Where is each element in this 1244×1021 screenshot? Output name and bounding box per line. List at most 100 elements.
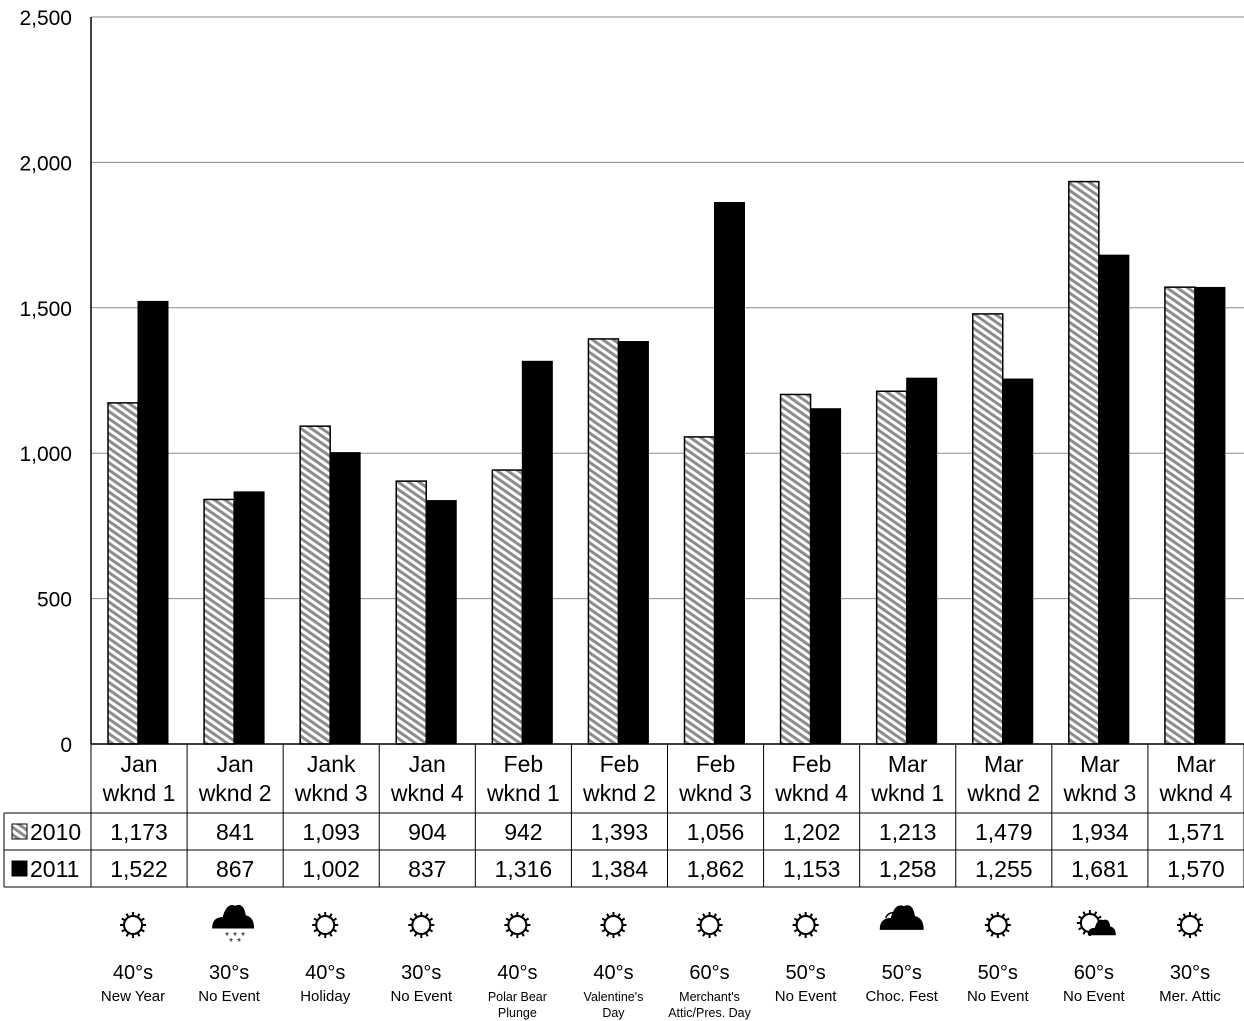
table-cell-2010: 1,056 (687, 819, 745, 845)
category-label: wknd 3 (1062, 780, 1136, 806)
sun-icon (408, 912, 435, 938)
snowflake-icon: * (241, 931, 245, 942)
partly-cloudy-icon (1076, 910, 1116, 936)
sun-icon (120, 912, 147, 938)
category-label: Jan (409, 751, 446, 777)
category-label: wknd 1 (870, 780, 944, 806)
bar-2010 (1068, 180, 1100, 745)
bar-2011 (714, 202, 745, 745)
table-cell-2010: 942 (504, 819, 542, 845)
data-table: Jan wknd 1 1,173 1,522 Jan wknd 2 841 867 Jank wk… (3, 743, 1244, 888)
category-label: wknd 1 (486, 780, 560, 806)
temperature-label: 40°s (593, 962, 633, 984)
bar-2011 (906, 377, 938, 745)
table-cell-2010: 1,213 (879, 819, 937, 845)
sun-icon (312, 912, 339, 938)
bar-2010 (875, 390, 908, 745)
cloudy-icon (879, 905, 924, 930)
event-label: Plunge (498, 1006, 537, 1020)
table-cell-2010: 1,173 (110, 819, 168, 845)
legend-swatch-2011 (11, 860, 28, 877)
event-label: New Year (101, 988, 165, 1005)
snowflake-icon: * (225, 931, 229, 942)
table-cell-2011: 1,384 (591, 856, 649, 882)
table-cell-2011: 867 (216, 856, 254, 882)
event-label: Day (602, 1006, 625, 1020)
event-label: Attic/Pres. Day (668, 1006, 751, 1020)
y-tick-label: 0 (60, 734, 72, 757)
category-label: Mar (1176, 751, 1216, 777)
category-label: Mar (1080, 751, 1120, 777)
table-cell-2011: 1,255 (975, 856, 1033, 882)
temperature-label: 30°s (1170, 962, 1210, 984)
category-label: Jank (307, 751, 356, 777)
temperature-label: 50°s (978, 962, 1018, 984)
category-label: Feb (696, 751, 736, 777)
temperature-label: 30°s (401, 962, 441, 984)
bar-2010 (779, 393, 812, 745)
bar-2011 (1002, 378, 1034, 745)
category-label: wknd 4 (774, 780, 848, 806)
bar-2010 (395, 480, 427, 745)
category-label: Jan (120, 751, 157, 777)
category-label: Feb (504, 751, 544, 777)
event-label: Mer. Attic (1159, 988, 1221, 1005)
snowflake-icon: * (233, 931, 237, 942)
sun-icon (1176, 912, 1203, 938)
table-cell-2010: 841 (216, 819, 254, 845)
temperature-label: 40°s (113, 962, 153, 984)
y-tick-label: 500 (37, 589, 72, 612)
bar-2011 (521, 360, 553, 745)
bar-2010 (972, 313, 1004, 745)
temperature-label: 60°s (1074, 962, 1114, 984)
category-label: wknd 4 (390, 780, 464, 806)
category-label: Mar (984, 751, 1024, 777)
category-label: Feb (792, 751, 832, 777)
table-cell-2011: 1,153 (783, 856, 841, 882)
event-label: No Event (198, 988, 261, 1005)
table-cell-2010: 1,393 (591, 819, 649, 845)
temperature-label: 50°s (882, 962, 922, 984)
bars (107, 180, 1226, 745)
table-cell-2011: 1,002 (302, 856, 360, 882)
legend-label-2010: 2010 (30, 819, 81, 845)
legend-swatch-2010 (11, 823, 28, 840)
legend-label-2011: 2011 (30, 856, 79, 882)
category-label: Feb (600, 751, 640, 777)
category-label: Mar (888, 751, 928, 777)
bar-2010 (203, 498, 235, 745)
y-tick-label: 2,500 (19, 7, 72, 30)
category-label: wknd 1 (102, 780, 176, 806)
table-cell-2011: 1,862 (687, 856, 745, 882)
table-cell-2011: 1,522 (110, 856, 168, 882)
event-label: No Event (775, 988, 838, 1005)
y-axis: 0 500 1,000 1,500 2,000 2,500 (19, 7, 92, 757)
table-cell-2011: 1,570 (1167, 856, 1225, 882)
gridlines (91, 16, 1244, 600)
category-label: wknd 4 (1159, 780, 1233, 806)
bar-2011 (425, 500, 457, 745)
event-label: Merchant's (679, 990, 740, 1004)
temperature-label: 50°s (786, 962, 826, 984)
table-cell-2010: 1,934 (1071, 819, 1129, 845)
table-cell-2010: 904 (408, 819, 447, 845)
table-cell-2011: 1,681 (1071, 856, 1129, 882)
sun-icon (504, 912, 531, 938)
sun-icon (984, 912, 1011, 938)
bar-2010 (1164, 286, 1196, 745)
event-label: Choc. Fest (865, 988, 938, 1005)
event-label: Polar Bear (488, 990, 547, 1004)
bar-2011 (617, 341, 649, 745)
bar-2010 (587, 338, 620, 745)
bar-2011 (137, 300, 169, 745)
bar-2011 (1194, 286, 1226, 745)
category-label: wknd 2 (198, 780, 272, 806)
temperature-label: 30°s (209, 962, 249, 984)
category-label: wknd 3 (294, 780, 368, 806)
temperature-label: 40°s (305, 962, 345, 984)
y-tick-label: 1,500 (19, 298, 72, 321)
y-tick-label: 1,000 (19, 443, 72, 466)
category-label: wknd 3 (678, 780, 752, 806)
